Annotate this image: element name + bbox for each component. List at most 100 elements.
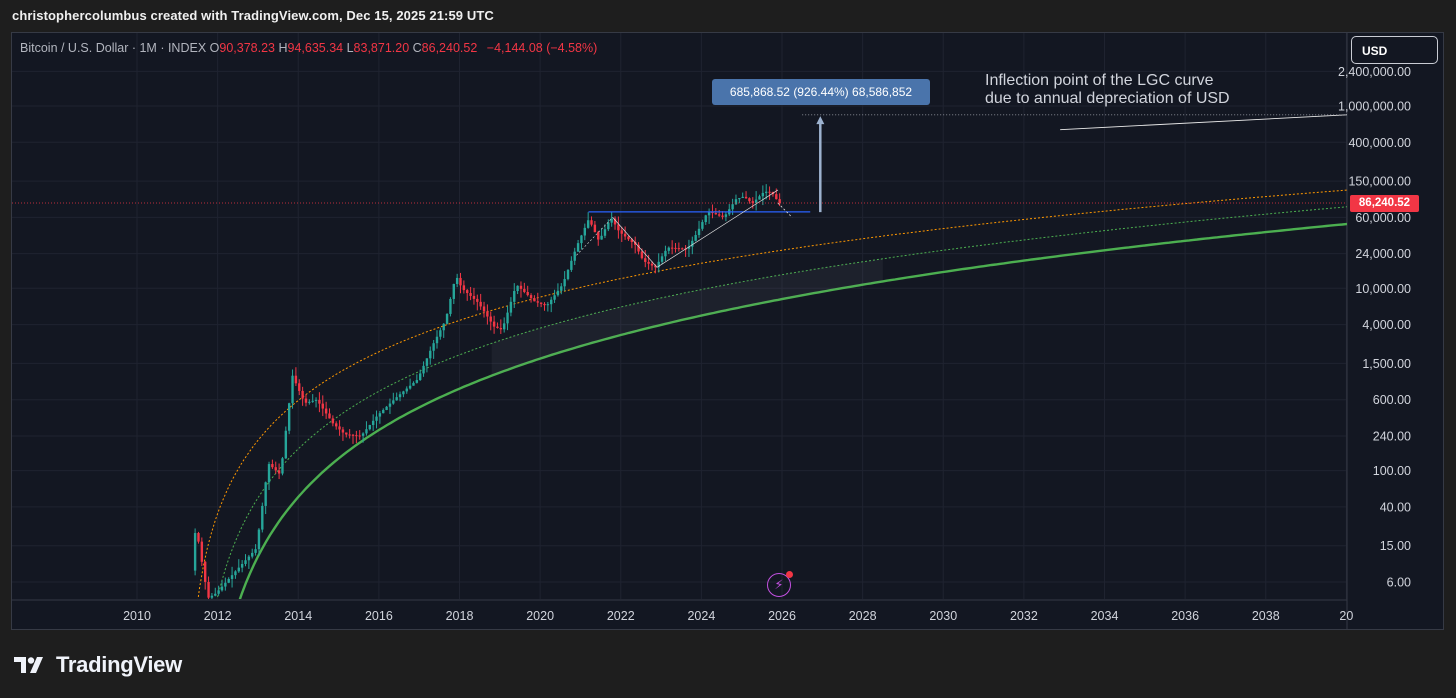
candle-body	[476, 298, 479, 302]
candle-body	[318, 399, 321, 404]
y-tick-label: 240.00	[1373, 429, 1411, 443]
last-price-tag: 86,240.52	[1350, 195, 1419, 212]
candle-body	[338, 426, 341, 430]
candle-body	[284, 430, 288, 459]
candle-body	[230, 575, 234, 579]
chart-frame[interactable]	[11, 32, 1444, 630]
candle-body	[385, 406, 388, 410]
y-tick-label: 150,000.00	[1348, 175, 1411, 189]
candle-body	[630, 239, 634, 243]
candle-body	[351, 434, 355, 436]
x-tick-label: 2010	[123, 609, 151, 623]
candle-body	[499, 327, 503, 330]
candle-body	[412, 382, 415, 386]
candle-body	[704, 215, 707, 223]
candle-body	[523, 288, 526, 292]
candle-body	[422, 365, 425, 374]
candle-body	[775, 194, 778, 200]
candle-body	[731, 204, 734, 210]
candle-body	[224, 582, 227, 587]
candle-body	[570, 260, 573, 270]
tradingview-logo: TradingView	[14, 652, 182, 678]
candle-body	[509, 301, 513, 313]
candle-body	[633, 242, 637, 245]
candle-body	[660, 256, 664, 262]
candle-body	[445, 313, 449, 324]
candle-body	[566, 269, 570, 280]
candle-body	[765, 191, 768, 193]
candle-body	[721, 215, 724, 217]
candle-body	[691, 240, 694, 247]
y-tick-label: 6.00	[1387, 576, 1411, 590]
candle-body	[234, 571, 237, 576]
candle-body	[556, 290, 560, 296]
candle-body	[459, 277, 462, 286]
candle-body	[492, 321, 496, 327]
x-tick-label: 2016	[365, 609, 393, 623]
candle-body	[405, 388, 408, 392]
tradingview-logo-icon	[14, 657, 43, 673]
legend-open: 90,378.23	[219, 41, 275, 55]
candle-body	[197, 533, 200, 542]
candle-body	[647, 261, 650, 264]
lightning-icon[interactable]: ⚡	[767, 571, 793, 597]
x-tick-label: 2028	[849, 609, 877, 623]
candle-body	[667, 247, 670, 251]
legend-symbol: Bitcoin / U.S. Dollar · 1M · INDEX	[20, 41, 207, 55]
x-tick-label: 2038	[1252, 609, 1280, 623]
candle-body	[479, 301, 482, 307]
candle-body	[717, 214, 721, 216]
candle-body	[550, 299, 553, 305]
currency-button[interactable]: USD	[1351, 36, 1438, 64]
candle-body	[687, 246, 691, 249]
candle-body	[452, 283, 455, 299]
candle-body	[455, 277, 459, 284]
symbol-legend: Bitcoin / U.S. Dollar · 1M · INDEX O90,3…	[20, 41, 597, 55]
candle-body	[418, 373, 422, 381]
candle-body	[237, 567, 240, 572]
candle-body	[291, 375, 294, 404]
candle-body	[761, 192, 765, 197]
candle-body	[314, 399, 318, 401]
candle-body	[341, 429, 345, 433]
measure-arrow-head	[816, 116, 825, 125]
upper-band-line	[197, 189, 1347, 599]
y-tick-label: 600.00	[1373, 393, 1411, 407]
text-annotation[interactable]: Inflection point of the LGC curve due to…	[985, 72, 1230, 108]
x-tick-label: 2012	[204, 609, 232, 623]
candle-body	[674, 247, 677, 249]
x-tick-label: 2032	[1010, 609, 1038, 623]
candle-body	[486, 311, 489, 317]
candle-body	[408, 385, 412, 389]
candle-body	[254, 549, 257, 553]
candle-body	[748, 198, 751, 202]
candle-body	[345, 432, 348, 435]
y-tick-label: 2,400,000.00	[1338, 65, 1411, 79]
candle-body	[308, 401, 311, 403]
x-tick-label: 2034	[1091, 609, 1119, 623]
candle-body	[328, 413, 331, 419]
legend-close-label: C	[412, 41, 422, 55]
candle-body	[200, 541, 204, 562]
candle-body	[751, 201, 754, 203]
candle-body	[432, 343, 435, 351]
plot-area[interactable]	[12, 114, 1387, 698]
candle-body	[607, 222, 610, 230]
candle-body	[543, 303, 546, 306]
candle-body	[694, 234, 697, 241]
candle-body	[227, 578, 230, 583]
candle-body	[778, 199, 781, 204]
candle-body	[664, 250, 667, 257]
candle-body	[573, 251, 576, 261]
candle-body	[650, 263, 654, 266]
candle-body	[586, 220, 590, 228]
candle-body	[355, 435, 358, 437]
candle-body	[261, 505, 264, 530]
measure-label[interactable]: 685,868.52 (926.44%) 68,586,852	[712, 79, 930, 105]
candle-body	[560, 286, 563, 291]
y-tick-label: 100.00	[1373, 464, 1411, 478]
notification-dot	[786, 571, 793, 578]
candle-body	[627, 236, 630, 240]
y-tick-label: 40.00	[1380, 500, 1411, 514]
